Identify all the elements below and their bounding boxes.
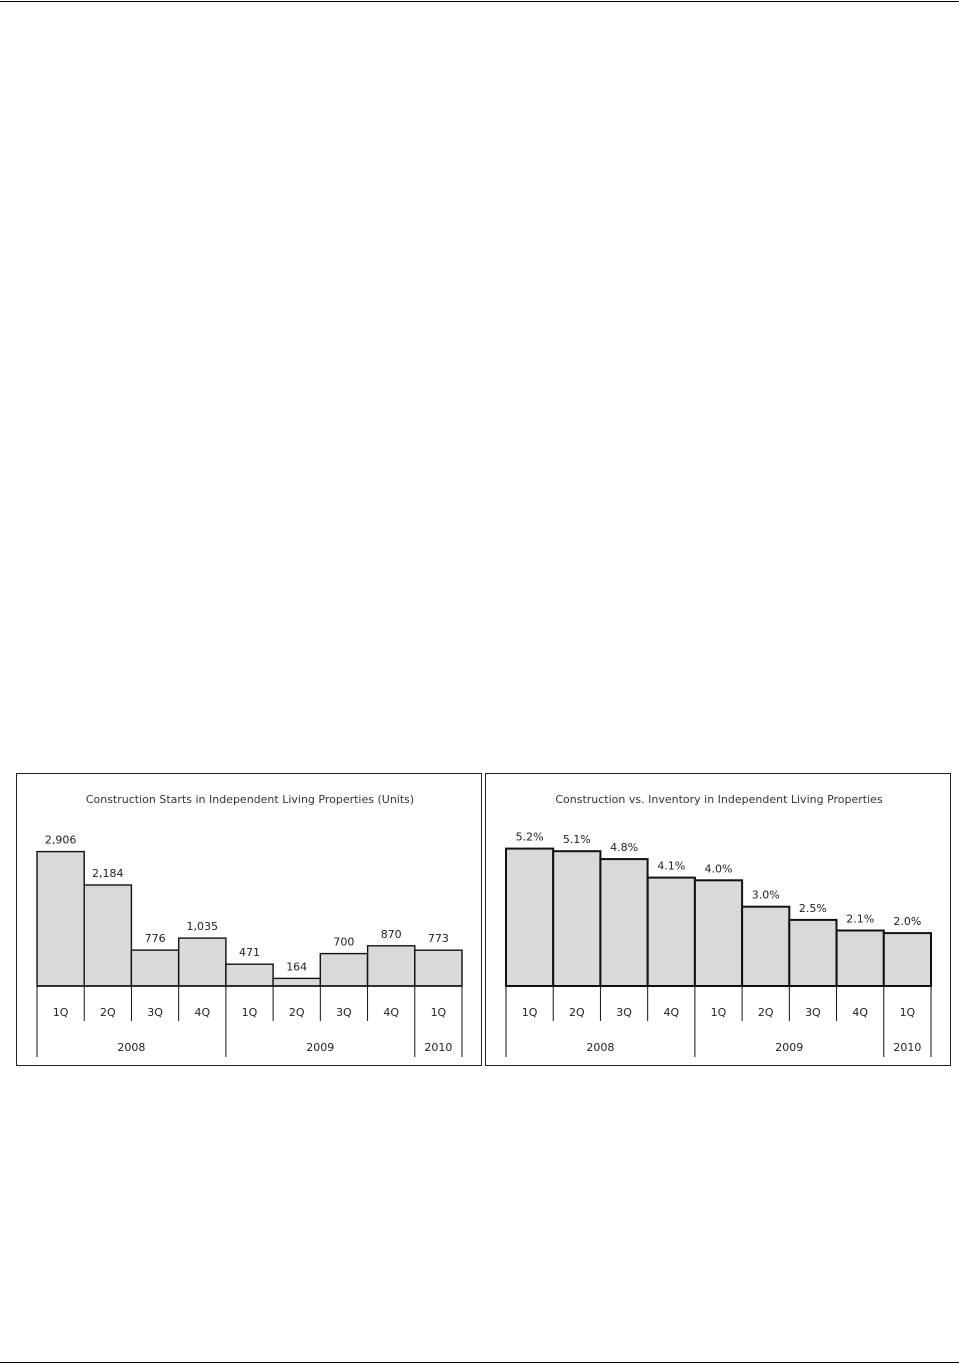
quarter-tick-label: 3Q [336,1006,352,1019]
quarter-tick-label: 4Q [852,1006,868,1019]
bar-2q-5 [272,977,322,987]
data-label: 1,035 [187,920,219,933]
quarter-tick-label: 4Q [194,1006,210,1019]
data-label: 471 [239,946,260,959]
quarter-tick-label: 3Q [616,1006,632,1019]
year-tick-label: 2009 [775,1041,803,1054]
quarter-tick-label: 1Q [522,1006,538,1019]
quarter-tick-label: 1Q [711,1006,727,1019]
bar-4q-7 [835,929,885,987]
quarter-tick-label: 3Q [147,1006,163,1019]
quarter-tick-label: 1Q [242,1006,258,1019]
quarter-tick-label: 4Q [663,1006,679,1019]
quarter-tick-label: 1Q [53,1006,69,1019]
year-tick-label: 2010 [893,1041,921,1054]
quarter-tick-label: 2Q [758,1006,774,1019]
data-label: 2.1% [846,913,874,926]
bar-3q-2 [599,858,649,987]
chart-title: Construction Starts in Independent Livin… [86,793,414,806]
construction-vs-inventory-chart-svg: Construction vs. Inventory in Independen… [505,793,932,1057]
data-label: 164 [286,960,307,973]
bar-3q-6 [788,918,838,987]
year-tick-label: 2008 [586,1041,614,1054]
data-label: 2,184 [92,867,124,880]
bar-1q-0 [505,847,555,987]
data-label: 776 [145,932,166,945]
bar-1q-8 [882,932,932,988]
bar-4q-3 [177,937,227,987]
data-label: 4.0% [705,862,733,875]
data-label: 5.1% [563,833,591,846]
quarter-tick-label: 3Q [805,1006,821,1019]
construction-starts-chart: Construction Starts in Independent Livin… [16,773,482,1066]
bar-1q-8 [414,949,463,987]
bar-1q-0 [36,850,85,987]
quarter-tick-label: 4Q [383,1006,399,1019]
bar-3q-2 [130,949,180,987]
quarter-tick-label: 1Q [900,1006,916,1019]
data-label: 5.2% [516,831,544,844]
data-label: 2.5% [799,902,827,915]
data-label: 773 [428,932,449,945]
quarter-tick-label: 2Q [100,1006,116,1019]
data-label: 2,906 [45,834,77,847]
bar-4q-3 [646,876,696,987]
data-label: 3.0% [752,889,780,902]
quarter-tick-label: 2Q [289,1006,305,1019]
chart-title: Construction vs. Inventory in Independen… [555,793,883,806]
bar-1q-4 [225,963,274,987]
page-bottom-rule [0,1362,959,1363]
data-label: 2.0% [893,915,921,928]
bar-4q-7 [366,945,416,987]
year-tick-label: 2010 [424,1041,452,1054]
quarter-tick-label: 2Q [569,1006,585,1019]
page-top-rule [0,1,959,2]
data-label: 4.1% [657,860,685,873]
bar-1q-4 [693,879,744,987]
bar-2q-1 [83,884,133,987]
year-tick-label: 2009 [306,1041,334,1054]
construction-starts-chart-svg: Construction Starts in Independent Livin… [36,793,463,1057]
data-label: 700 [333,936,354,949]
data-label: 4.8% [610,841,638,854]
construction-vs-inventory-chart: Construction vs. Inventory in Independen… [485,773,951,1066]
bar-3q-6 [319,952,369,987]
bar-2q-1 [552,850,602,987]
bar-2q-5 [741,905,791,987]
year-tick-label: 2008 [117,1041,145,1054]
data-label: 870 [381,928,402,941]
quarter-tick-label: 1Q [431,1006,447,1019]
